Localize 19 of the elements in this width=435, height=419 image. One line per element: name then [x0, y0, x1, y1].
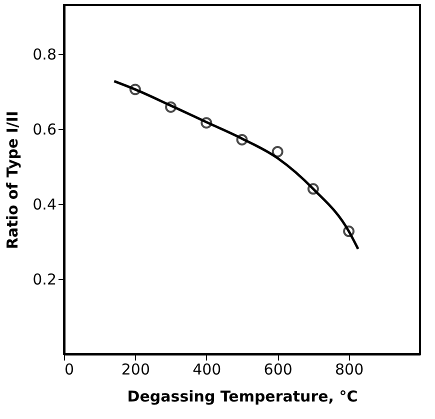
y-tick-label: 0.2: [32, 270, 56, 288]
x-tick-label: 800: [334, 360, 364, 378]
line-series: [112, 80, 360, 250]
y-axis-title: Ratio of Type I/II: [4, 110, 22, 250]
y-tick-label: 0.8: [32, 45, 56, 64]
point: [307, 183, 319, 195]
point: [200, 117, 212, 129]
x-tick-label: 200: [121, 360, 150, 378]
x-axis-title: Degassing Temperature, °C: [127, 388, 358, 406]
point: [129, 84, 141, 96]
point: [343, 226, 355, 238]
y-tick-label: 0.4: [32, 195, 56, 214]
x-tick-label: 0: [64, 360, 74, 378]
point: [272, 146, 284, 158]
x-tick-label: 600: [264, 360, 292, 378]
y-tick-label: 0.6: [32, 120, 56, 138]
point: [236, 134, 248, 146]
x-tick-label: 400: [192, 360, 222, 378]
point: [165, 101, 177, 113]
